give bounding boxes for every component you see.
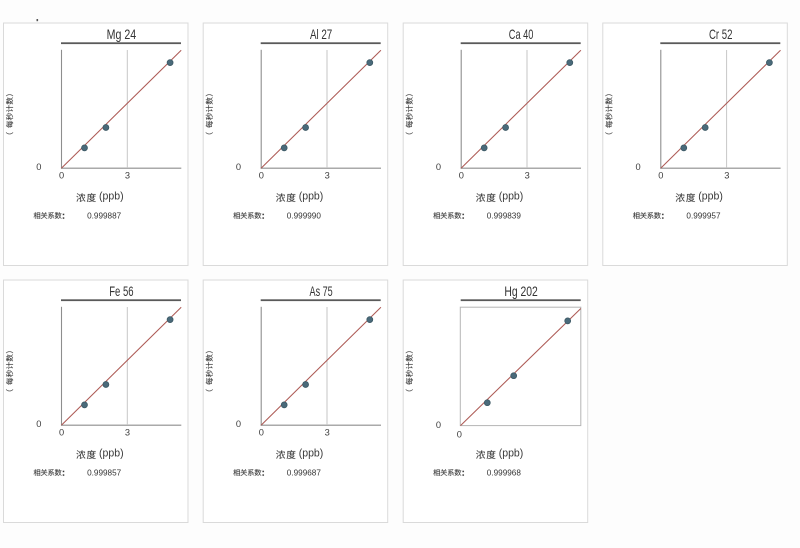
svg-text:Mg 24: Mg 24 [107, 27, 137, 42]
svg-text:Ca 40: Ca 40 [509, 27, 534, 42]
svg-text:As 75: As 75 [310, 284, 333, 299]
svg-text:0.999687: 0.999687 [287, 468, 321, 478]
svg-text:0.999857: 0.999857 [87, 468, 121, 478]
svg-text:0.999957: 0.999957 [686, 211, 720, 221]
svg-text:Cr 52: Cr 52 [709, 27, 733, 42]
svg-text:0.999990: 0.999990 [287, 211, 321, 221]
svg-text:Hg 202: Hg 202 [504, 284, 537, 299]
svg-text:0.999887: 0.999887 [87, 211, 121, 221]
svg-text:0.999968: 0.999968 [487, 468, 521, 478]
svg-text:0.999839: 0.999839 [487, 211, 521, 221]
svg-text:Fe 56: Fe 56 [109, 284, 134, 299]
svg-text:Al 27: Al 27 [310, 27, 332, 42]
